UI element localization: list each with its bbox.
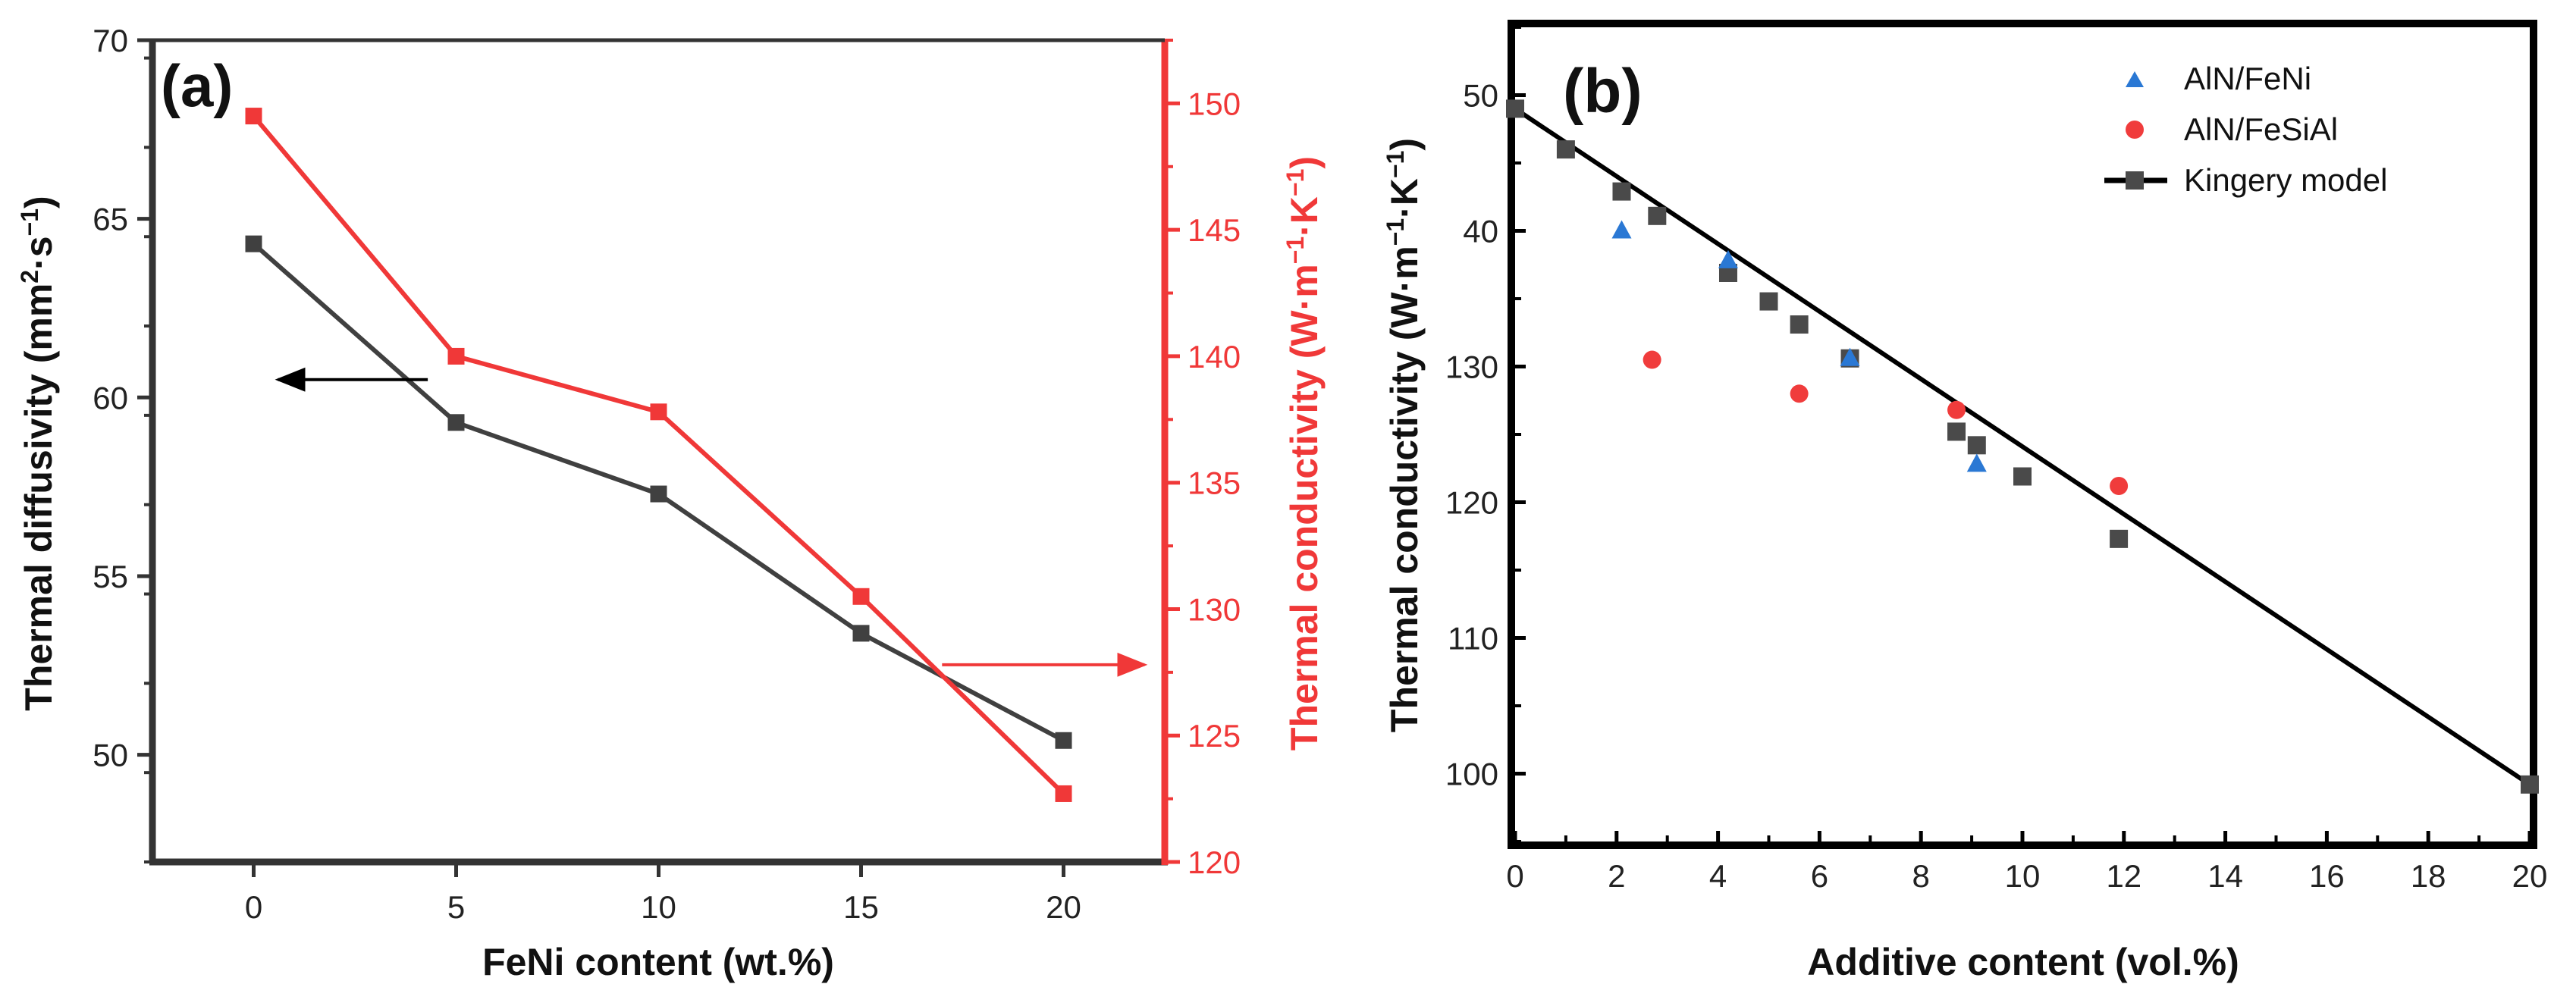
- alnfesial-point: [1643, 350, 1661, 369]
- panel-a-right-tick-label: 130: [1188, 591, 1241, 627]
- panel-a-x-tick-label: 10: [641, 889, 676, 925]
- panel-a-ticks: 0 5 10 15 20 50 55 60 65 70 120 125 130 135 140 145 150: [93, 23, 1241, 925]
- panel-b-x-tick-label: 6: [1811, 858, 1828, 894]
- panel-b-x-tick-label: 14: [2207, 858, 2243, 894]
- panel-b-frame: [1508, 20, 2537, 849]
- panel-b-y-tick-label: 40: [1463, 214, 1498, 249]
- panel-a-point-diffusivity: [245, 235, 262, 252]
- panel-b: 0 2 4 6 8 10 12 14 16 18 20 100 110 120 130 40 50 (b) Ad…: [1382, 20, 2548, 983]
- panel-b-x-axis-title: Additive content (vol.%): [1807, 941, 2239, 983]
- panel-b-legend: AlN/FeNi AlN/FeSiAl Kingery model: [2104, 61, 2387, 198]
- legend-marker-alnfesial: [2126, 121, 2144, 139]
- kingery-model-point: [2110, 529, 2129, 548]
- panel-a-arrows: [275, 367, 1148, 677]
- panel-b-x-tick-label: 12: [2106, 858, 2141, 894]
- legend-label-kingery: Kingery model: [2184, 162, 2387, 198]
- kingery-model-point: [1506, 99, 1524, 118]
- kingery-model-point: [1556, 140, 1575, 159]
- kingery-model-point: [1790, 315, 1809, 334]
- panel-a-series: [245, 108, 1072, 802]
- panel-a-left-tick-label: 60: [93, 380, 128, 415]
- kingery-model-point: [1648, 206, 1667, 225]
- kingery-model-line: [1514, 106, 2531, 787]
- panel-a-point-diffusivity: [650, 485, 667, 503]
- panel-a-label: (a): [161, 52, 233, 119]
- panel-b-series: [1506, 99, 2539, 794]
- panel-a-right-tick-label: 120: [1188, 845, 1241, 880]
- kingery-model-point: [1947, 422, 1966, 441]
- panel-a: 0 5 10 15 205055606570120125130135140145150 …: [16, 23, 1326, 983]
- panel-a-x-axis-title: FeNi content (wt.%): [482, 941, 834, 983]
- panel-b-label: (b): [1563, 57, 1643, 126]
- kingery-model-point: [2013, 467, 2032, 486]
- panel-a-x-tick-label: 15: [843, 889, 879, 925]
- panel-a-right-tick-label: 140: [1188, 339, 1241, 375]
- panel-b-x-tick-label: 16: [2309, 858, 2345, 894]
- panel-b-x-tick-label: 8: [1912, 858, 1930, 894]
- alnfesial-point: [2110, 477, 2129, 496]
- panel-b-x-tick-label: 18: [2411, 858, 2446, 894]
- alnfesial-point: [1947, 400, 1966, 419]
- panel-b-y-axis-title: Thermal conductivity (W·m−1·K−1): [1382, 138, 1426, 732]
- panel-a-left-tick-label: 65: [93, 202, 128, 237]
- legend-marker-kingery: [2126, 171, 2144, 190]
- legend-label-alnfesial: AlN/FeSiAl: [2184, 111, 2338, 147]
- panel-a-x-tick-label: 5: [447, 889, 465, 925]
- kingery-model-point: [1612, 182, 1631, 201]
- panel-a-point-diffusivity: [1055, 732, 1072, 749]
- panel-a-x-tick-label: 20: [1046, 889, 1081, 925]
- panel-b-x-tick-label: 2: [1608, 858, 1625, 894]
- panel-a-series-line-conductivity: [252, 114, 1065, 796]
- alnfeni-point: [1718, 249, 1738, 268]
- panel-b-x-tick-label: 4: [1709, 858, 1727, 894]
- panel-b-y-tick-label: 130: [1445, 349, 1498, 385]
- panel-b-x-tick-label: 20: [2512, 858, 2548, 894]
- panel-a-point-conductivity: [1055, 785, 1072, 802]
- panel-a-right-tick-label: 135: [1188, 465, 1241, 501]
- panel-b-y-tick-label: 100: [1445, 757, 1498, 792]
- alnfeni-point: [1611, 220, 1632, 239]
- panel-a-left-tick-label: 55: [93, 559, 128, 594]
- panel-a-point-conductivity: [245, 108, 262, 125]
- alnfeni-point: [1966, 453, 1987, 472]
- panel-b-x-tick-label: 10: [2005, 858, 2041, 894]
- panel-a-left-axis-title: Thermal diffusivity (mm2·s−1): [16, 196, 60, 710]
- panel-b-x-tick-label: 0: [1506, 858, 1523, 894]
- panel-b-y-tick-label: 50: [1463, 78, 1498, 114]
- panel-b-ticks: 0 2 4 6 8 10 12 14 16 18 20 100 110 120 130 40 50: [1445, 26, 2548, 894]
- alnfesial-point: [1790, 384, 1809, 403]
- legend-label-alnfeni: AlN/FeNi: [2184, 61, 2311, 96]
- panel-a-right-tick-label: 150: [1188, 86, 1241, 121]
- panel-b-y-tick-label: 120: [1445, 485, 1498, 521]
- kingery-model-point: [1759, 292, 1778, 311]
- panel-a-right-axis-title: Thermal conductivity (W·m−1·K−1): [1282, 156, 1326, 751]
- panel-a-point-conductivity: [852, 588, 870, 605]
- kingery-model-point: [2521, 775, 2539, 794]
- panel-a-left-tick-label: 50: [93, 738, 128, 773]
- panel-a-right-tick-label: 125: [1188, 718, 1241, 754]
- alnfeni-point: [1840, 347, 1860, 366]
- panel-a-point-conductivity: [447, 347, 465, 365]
- kingery-model-point: [1967, 436, 1986, 455]
- panel-b-y-tick-label: 110: [1448, 621, 1498, 657]
- panel-a-point-conductivity: [650, 403, 667, 421]
- panel-a-point-diffusivity: [852, 625, 870, 642]
- panel-a-point-diffusivity: [447, 414, 465, 431]
- panel-a-x-tick-label: 0: [245, 889, 262, 925]
- panel-a-right-tick-label: 145: [1188, 212, 1241, 248]
- legend-marker-alnfeni: [2126, 71, 2144, 87]
- panel-a-left-tick-label: 70: [93, 23, 128, 58]
